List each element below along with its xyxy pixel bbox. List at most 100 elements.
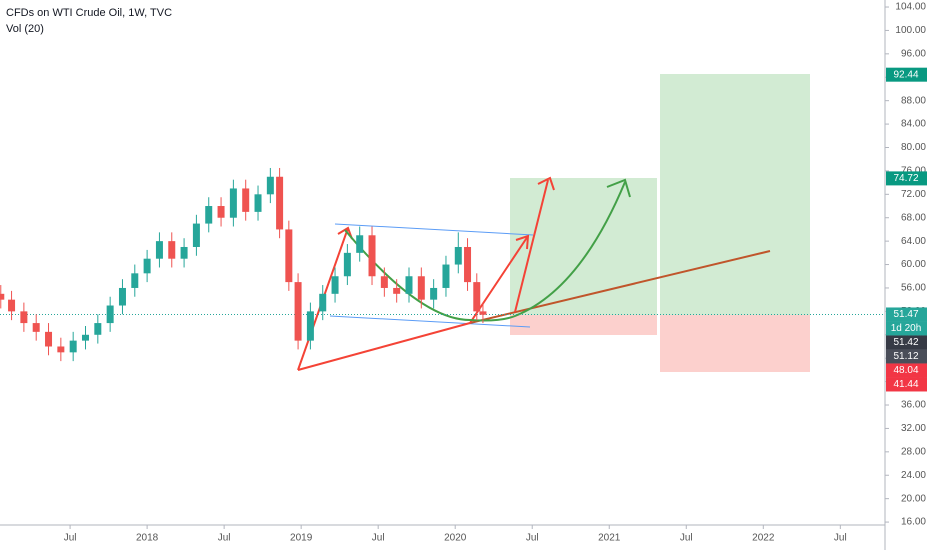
- candle-body: [285, 229, 293, 283]
- candle-body: [192, 223, 200, 247]
- candle-body: [319, 293, 327, 312]
- channel-line: [329, 315, 531, 328]
- candle-body: [294, 282, 302, 341]
- trend-line: [297, 322, 471, 371]
- x-tick-label: 2020: [444, 533, 467, 544]
- y-tick-label: 56.00: [901, 283, 926, 294]
- price-label: 92.44: [893, 69, 918, 80]
- candle-body: [168, 241, 176, 259]
- stop-zone: [510, 315, 657, 335]
- price-label-box: [886, 363, 927, 378]
- candle-body: [8, 299, 16, 312]
- candle-body: [69, 340, 77, 353]
- candle-body: [454, 246, 462, 265]
- candle-body: [254, 194, 262, 212]
- y-tick-label: 36.00: [901, 400, 926, 411]
- trend-line: [469, 250, 771, 324]
- x-tick-label: Jul: [218, 533, 231, 544]
- price-label-box: [886, 171, 927, 186]
- price-label-box: [886, 349, 927, 364]
- y-tick-label: 88.00: [901, 95, 926, 106]
- candle-body: [368, 235, 376, 277]
- candle-body: [417, 276, 425, 300]
- candle-body: [0, 293, 5, 300]
- y-tick-label: 96.00: [901, 48, 926, 59]
- y-tick-label: 32.00: [901, 423, 926, 434]
- x-tick-label: Jul: [526, 533, 539, 544]
- y-tick-label: 68.00: [901, 212, 926, 223]
- x-tick-label: Jul: [680, 533, 693, 544]
- candle-body: [242, 188, 250, 212]
- indicator-label: Vol (20): [6, 23, 44, 35]
- price-label: 51.42: [893, 337, 918, 348]
- candle-body: [464, 246, 472, 283]
- candle-body: [155, 241, 163, 259]
- x-tick-label: 2021: [598, 533, 621, 544]
- channel-line: [334, 223, 534, 236]
- y-tick-label: 28.00: [901, 446, 926, 457]
- candle-body: [118, 287, 126, 306]
- candle-body: [331, 276, 339, 294]
- x-tick-label: Jul: [834, 533, 847, 544]
- y-tick-label: 16.00: [901, 517, 926, 528]
- price-label-box: [886, 307, 927, 322]
- y-tick-label: 72.00: [901, 189, 926, 200]
- candle-body: [180, 246, 188, 259]
- candle-body: [430, 287, 438, 300]
- target-zone: [510, 178, 657, 315]
- price-label-box: [886, 67, 927, 82]
- price-label: 51.12: [893, 351, 918, 362]
- candle-body: [473, 282, 481, 312]
- y-tick-label: 84.00: [901, 119, 926, 130]
- y-tick-label: 24.00: [901, 470, 926, 481]
- price-label-box: [886, 377, 927, 392]
- candle-body: [57, 346, 65, 353]
- stop-zone: [660, 315, 810, 372]
- candle-body: [405, 276, 413, 294]
- arrow-head: [606, 178, 631, 198]
- y-tick-label: 64.00: [901, 236, 926, 247]
- candle-body: [32, 323, 40, 332]
- y-tick-label: 20.00: [901, 493, 926, 504]
- price-label: 41.44: [893, 379, 918, 390]
- x-tick-label: 2018: [136, 533, 159, 544]
- candle-body: [356, 235, 364, 253]
- arrow-head: [515, 234, 530, 250]
- candle-body: [143, 258, 151, 274]
- y-tick-label: 80.00: [901, 142, 926, 153]
- y-tick-label: 104.00: [895, 2, 926, 13]
- x-tick-label: Jul: [64, 533, 77, 544]
- target-zone: [660, 74, 810, 315]
- candle-body: [276, 176, 284, 230]
- candle-body: [306, 311, 314, 341]
- candle-body: [442, 264, 450, 288]
- candle-body: [131, 273, 139, 288]
- candle-body: [20, 311, 28, 324]
- price-label: 48.04: [893, 365, 918, 376]
- candle-body: [380, 276, 388, 288]
- y-tick-label: 60.00: [901, 259, 926, 270]
- candle-body: [229, 188, 237, 218]
- candle-body: [94, 323, 102, 335]
- candle-body: [217, 206, 225, 218]
- candle-body: [343, 252, 351, 277]
- x-tick-label: Jul: [372, 533, 385, 544]
- countdown-box: [886, 321, 927, 336]
- candle-body: [205, 206, 213, 224]
- candle-body: [393, 287, 401, 294]
- candle-body: [106, 305, 114, 324]
- x-tick-label: 2019: [290, 533, 313, 544]
- price-label-box: [886, 335, 927, 350]
- x-tick-label: 2022: [752, 533, 775, 544]
- candle-body: [266, 176, 274, 195]
- chart-title: CFDs on WTI Crude Oil, 1W, TVC: [6, 7, 172, 19]
- arrow-head: [537, 176, 555, 191]
- countdown: 1d 20h: [891, 323, 922, 334]
- y-tick-label: 76.00: [901, 166, 926, 177]
- candle-body: [81, 334, 89, 341]
- price-label: 51.47: [893, 309, 918, 320]
- y-tick-label: 100.00: [895, 25, 926, 36]
- candle-body: [45, 331, 53, 347]
- candle-body: [479, 311, 487, 315]
